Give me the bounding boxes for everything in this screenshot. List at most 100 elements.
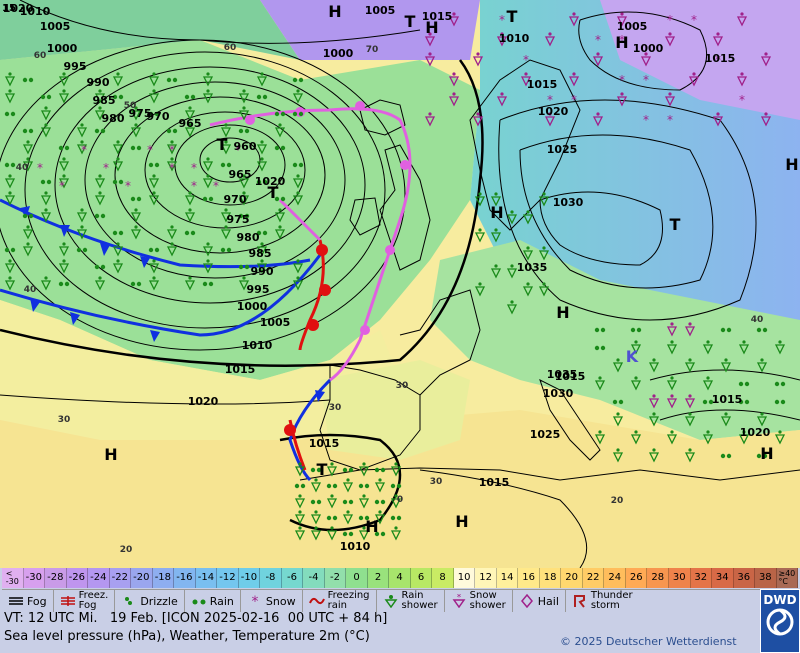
isotherm-value-label: 20 — [120, 545, 133, 555]
shower-dot — [44, 208, 48, 212]
shower-dot — [452, 12, 456, 16]
rain-symbol — [172, 128, 178, 134]
isobar-value-label: 990 — [251, 265, 274, 278]
rain-shower-symbol — [738, 434, 750, 445]
shower-dot — [152, 276, 156, 280]
isobar-value-label: 1015 — [527, 78, 558, 91]
rain-shower-symbol — [342, 482, 354, 493]
rain-symbol — [118, 94, 124, 100]
shower-dot — [526, 282, 530, 286]
rain-shower-symbol — [202, 76, 214, 87]
shower-dot — [740, 12, 744, 16]
snow-shower-symbol — [760, 116, 772, 127]
snow-shower-symbol — [648, 398, 660, 409]
shower-dot — [98, 89, 102, 93]
shower-dot — [688, 412, 692, 416]
shower-dot — [478, 282, 482, 286]
rain-shower-symbol — [506, 268, 518, 279]
rain-shower-symbol — [148, 76, 160, 87]
isobar-value-label: 990 — [87, 76, 110, 89]
snow-symbol: * — [169, 143, 175, 157]
shower-dot — [716, 112, 720, 116]
freezing-fog-icon — [60, 596, 75, 606]
rain-symbol — [148, 162, 154, 168]
high-pressure-label: H — [425, 18, 438, 37]
rain-shower-symbol — [738, 344, 750, 355]
scale-cell: -20 — [131, 568, 153, 588]
shower-dot — [526, 246, 530, 250]
rain-shower-symbol — [274, 127, 286, 138]
rain-symbol — [58, 145, 64, 151]
rain-symbol — [154, 162, 160, 168]
scale-cell: 0 — [346, 568, 368, 588]
snow-shower-symbol — [688, 76, 700, 87]
rain-symbol — [58, 281, 64, 287]
isobar-east — [659, 409, 800, 421]
rain-shower-symbol — [58, 93, 70, 104]
rain-symbol — [774, 381, 780, 387]
shower-dot — [362, 494, 366, 498]
weather-legend: Fog Freez. Fog Drizzle Rain * Snow Freez… — [2, 589, 760, 612]
isotherm-value-label: 70 — [366, 45, 379, 55]
shower-dot — [206, 72, 210, 76]
rain-shower-symbol — [774, 344, 786, 355]
shower-dot — [296, 191, 300, 195]
rain-symbol — [342, 531, 348, 537]
rain-symbol — [600, 345, 606, 351]
shower-dot — [572, 72, 576, 76]
rain-symbol — [4, 247, 10, 253]
occlusion-pip — [355, 101, 365, 111]
rain-symbol — [738, 381, 744, 387]
rain-shower-symbol — [756, 416, 768, 427]
shower-dot — [742, 340, 746, 344]
cold-front-west — [0, 198, 311, 269]
shower-dot — [620, 92, 624, 96]
rain-symbol — [274, 196, 280, 202]
isotherm-value-label: 40 — [16, 163, 29, 173]
rain-shower-symbol — [148, 195, 160, 206]
snow-icon: * — [251, 594, 258, 608]
shower-dot — [298, 526, 302, 530]
shower-dot — [634, 430, 638, 434]
shower-dot — [724, 412, 728, 416]
shower-dot — [452, 72, 456, 76]
rain-shower-symbol — [202, 161, 214, 172]
shower-dot — [98, 191, 102, 195]
rain-shower-symbol — [202, 178, 214, 189]
high-pressure-label: H — [365, 517, 378, 536]
rain-symbol — [184, 230, 190, 236]
rain-symbol — [220, 247, 226, 253]
shower-dot — [346, 478, 350, 482]
rain-shower-symbol — [184, 195, 196, 206]
rain-symbol — [238, 264, 244, 270]
rain-shower-symbol — [166, 144, 178, 155]
high-pressure-label: H — [455, 512, 468, 531]
rain-shower-symbol — [112, 144, 124, 155]
rain-symbol — [374, 531, 380, 537]
rain-shower-symbol — [130, 110, 142, 121]
thunderstorm-icon — [573, 595, 585, 608]
rain-shower-symbol — [294, 466, 306, 477]
rain-shower-symbol — [292, 280, 304, 291]
rain-symbol — [636, 327, 642, 333]
rain-shower-symbol — [256, 263, 268, 274]
rain-symbol — [396, 515, 402, 521]
rain-shower-symbol — [94, 280, 106, 291]
cold-front-south — [0, 254, 322, 337]
shower-dot — [330, 494, 334, 498]
rain-symbol — [262, 94, 268, 100]
rain-symbol — [202, 196, 208, 202]
rain-symbol — [292, 77, 298, 83]
occlusion-pip — [400, 160, 410, 170]
shower-dot — [62, 242, 66, 246]
shower-dot — [668, 32, 672, 36]
rain-symbol — [22, 128, 28, 134]
shower-dot — [476, 52, 480, 56]
coast-africa — [299, 467, 800, 481]
shower-dot — [44, 106, 48, 110]
rain-shower-symbol — [538, 196, 550, 207]
isotherm-value-label: 40 — [24, 285, 37, 295]
rain-shower-symbol — [358, 530, 370, 541]
rain-symbol — [208, 196, 214, 202]
isobar-1020-south — [419, 469, 588, 568]
